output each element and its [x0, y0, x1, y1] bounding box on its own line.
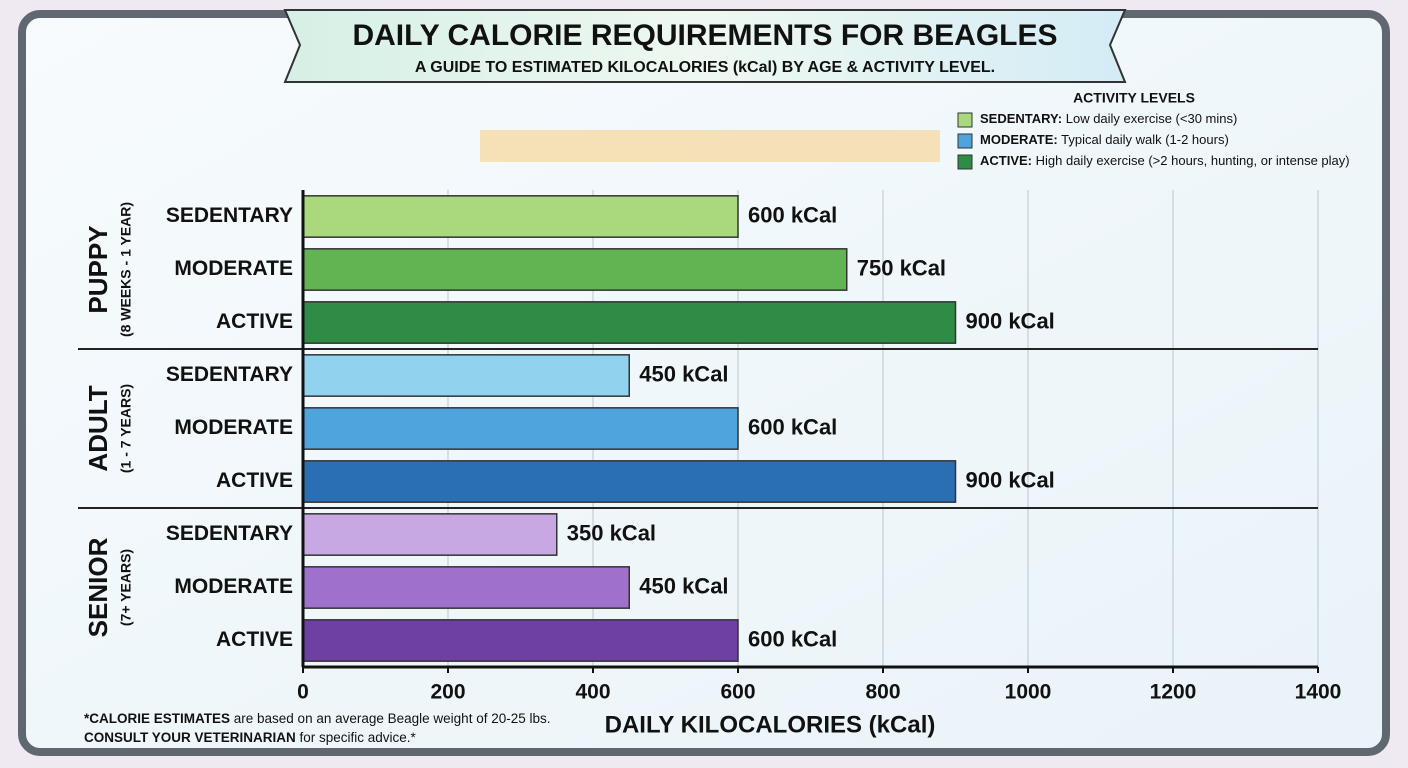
legend-entry: MODERATE: Typical daily walk (1-2 hours): [980, 132, 1229, 147]
data-label: 600 kCal: [748, 202, 837, 227]
title-banner: [283, 9, 1127, 83]
group-label: PUPPY: [83, 225, 113, 313]
legend-title: ACTIVITY LEVELS: [1073, 90, 1195, 106]
legend-label: MODERATE:: [980, 132, 1058, 147]
y-tick-label: ACTIVE: [216, 469, 293, 492]
legend-swatch: [957, 133, 973, 149]
chart-title: DAILY CALORIE REQUIREMENTS FOR BEAGLES: [352, 19, 1057, 52]
y-tick-label: ACTIVE: [216, 628, 293, 651]
footnote-part: for specific advice.*: [296, 730, 417, 745]
bar: [302, 354, 630, 397]
legend-description: High daily exercise (>2 hours, hunting, …: [1036, 153, 1350, 168]
bar: [302, 248, 848, 291]
x-tick-label: 800: [865, 681, 900, 704]
x-axis-title: DAILY KILOCALORIES (kCal): [605, 711, 936, 738]
legend-label: ACTIVE:: [980, 153, 1032, 168]
y-tick-label: ACTIVE: [216, 310, 293, 333]
group-label: ADULT: [83, 385, 113, 471]
y-tick-label: MODERATE: [174, 257, 293, 280]
bar: [302, 619, 739, 662]
footnote: *CALORIE ESTIMATES are based on an avera…: [84, 711, 551, 726]
group-sublabel: (8 WEEKS - 1 YEAR): [118, 202, 134, 337]
x-tick-label: 0: [297, 681, 309, 704]
footnote-part: CONSULT YOUR VETERINARIAN: [84, 730, 296, 745]
y-tick-label: SEDENTARY: [166, 522, 293, 545]
y-tick-label: SEDENTARY: [166, 363, 293, 386]
data-label: 600 kCal: [748, 626, 837, 651]
bar: [302, 566, 630, 609]
x-tick-label: 200: [430, 681, 465, 704]
legend-swatch: [957, 154, 973, 170]
chart-subtitle: A GUIDE TO ESTIMATED KILOCALORIES (kCal)…: [415, 59, 995, 76]
data-label: 350 kCal: [567, 520, 656, 545]
x-tick-label: 400: [575, 681, 610, 704]
x-tick-label: 600: [720, 681, 755, 704]
data-label: 900 kCal: [966, 467, 1055, 492]
data-label: 450 kCal: [639, 361, 728, 386]
x-tick-label: 1000: [1005, 681, 1052, 704]
data-label: 750 kCal: [857, 255, 946, 280]
ribbon-decoration: [480, 130, 940, 162]
x-tick-label: 1200: [1150, 681, 1197, 704]
data-label: 600 kCal: [748, 414, 837, 439]
legend-description: Low daily exercise (<30 mins): [1066, 111, 1238, 126]
group-sublabel: (1 - 7 YEARS): [118, 384, 134, 473]
bar: [302, 301, 957, 344]
y-tick-label: MODERATE: [174, 575, 293, 598]
y-tick-label: MODERATE: [174, 416, 293, 439]
legend-swatch: [957, 112, 973, 128]
x-tick-label: 1400: [1295, 681, 1342, 704]
data-label: 450 kCal: [639, 573, 728, 598]
legend-entry: ACTIVE: High daily exercise (>2 hours, h…: [980, 153, 1350, 168]
group-label: SENIOR: [83, 537, 113, 637]
footnote-part: *CALORIE ESTIMATES: [84, 711, 230, 726]
legend-label: SEDENTARY:: [980, 111, 1062, 126]
bar: [302, 513, 558, 556]
bar: [302, 195, 739, 238]
footnote: CONSULT YOUR VETERINARIAN for specific a…: [84, 730, 417, 745]
legend-description: Typical daily walk (1-2 hours): [1061, 132, 1229, 147]
y-tick-label: SEDENTARY: [166, 204, 293, 227]
data-label: 900 kCal: [966, 308, 1055, 333]
bar: [302, 460, 957, 503]
bar: [302, 407, 739, 450]
legend-entry: SEDENTARY: Low daily exercise (<30 mins): [980, 111, 1237, 126]
footnote-part: are based on an average Beagle weight of…: [230, 711, 550, 726]
group-sublabel: (7+ YEARS): [118, 549, 134, 626]
